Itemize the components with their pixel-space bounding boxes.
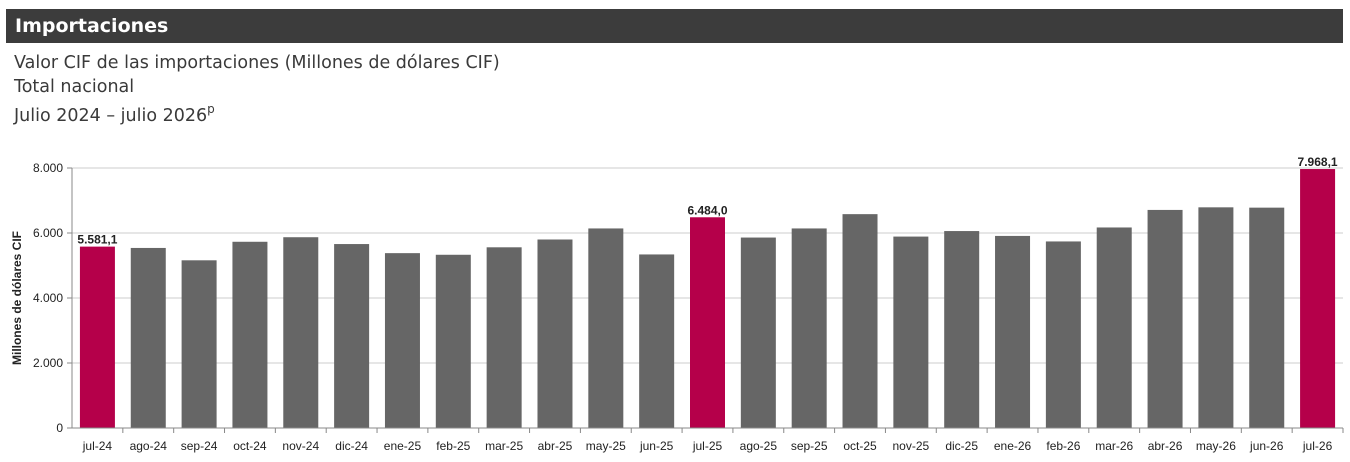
x-tick-label: dic-25 bbox=[945, 439, 978, 453]
bar bbox=[995, 235, 1031, 428]
preliminary-mark: p bbox=[207, 102, 215, 116]
x-tick-label: jun-26 bbox=[1249, 439, 1284, 453]
bar bbox=[1249, 207, 1285, 428]
bar bbox=[944, 231, 980, 428]
chart-period-text: Julio 2024 – julio 2026 bbox=[14, 105, 208, 126]
x-tick-label: nov-24 bbox=[282, 439, 319, 453]
x-tick-label: oct-24 bbox=[233, 439, 267, 453]
x-tick-label: sep-24 bbox=[181, 439, 218, 453]
x-tick-label: may-26 bbox=[1196, 439, 1236, 453]
y-tick-label: 0 bbox=[56, 421, 63, 435]
bar bbox=[384, 253, 420, 428]
bar bbox=[435, 254, 471, 428]
x-tick-label: mar-26 bbox=[1095, 439, 1133, 453]
bar bbox=[181, 260, 217, 428]
data-label: 5.581,1 bbox=[77, 233, 117, 247]
bar bbox=[130, 247, 166, 428]
y-tick-label: 4.000 bbox=[33, 291, 63, 305]
section-title: Importaciones bbox=[15, 15, 169, 37]
bar bbox=[588, 228, 624, 428]
bar bbox=[334, 244, 370, 428]
x-tick-label: oct-25 bbox=[843, 439, 877, 453]
bar bbox=[283, 237, 319, 428]
chart-period: Julio 2024 – julio 2026p bbox=[14, 102, 215, 126]
bar bbox=[486, 247, 522, 428]
bar bbox=[232, 241, 268, 428]
x-tick-label: abr-25 bbox=[538, 439, 573, 453]
x-tick-label: ene-26 bbox=[994, 439, 1032, 453]
bar bbox=[1096, 227, 1132, 428]
bar bbox=[1045, 241, 1081, 428]
x-tick-label: ago-24 bbox=[130, 439, 168, 453]
bar bbox=[740, 237, 776, 428]
data-label: 6.484,0 bbox=[687, 203, 727, 217]
y-tick-label: 8.000 bbox=[33, 161, 63, 175]
y-axis-title: Millones de dólares CIF bbox=[10, 231, 24, 365]
x-tick-label: jul-26 bbox=[1302, 439, 1333, 453]
x-tick-label: jul-25 bbox=[692, 439, 723, 453]
y-tick-label: 6.000 bbox=[33, 226, 63, 240]
x-tick-label: feb-25 bbox=[436, 439, 470, 453]
x-tick-label: ago-25 bbox=[740, 439, 778, 453]
bar bbox=[1147, 209, 1183, 428]
x-tick-label: dic-24 bbox=[335, 439, 368, 453]
x-tick-label: jun-25 bbox=[639, 439, 674, 453]
highlighted-bar bbox=[690, 217, 725, 428]
x-tick-label: nov-25 bbox=[893, 439, 930, 453]
chart-title: Valor CIF de las importaciones (Millones… bbox=[14, 53, 500, 73]
y-tick-label: 2.000 bbox=[33, 356, 63, 370]
x-tick-label: may-25 bbox=[586, 439, 626, 453]
x-tick-label: mar-25 bbox=[485, 439, 523, 453]
bar bbox=[893, 236, 929, 428]
bar bbox=[791, 228, 827, 428]
x-tick-label: ene-25 bbox=[384, 439, 422, 453]
data-label: 7.968,1 bbox=[1298, 155, 1338, 169]
x-tick-label: feb-26 bbox=[1046, 439, 1080, 453]
bar bbox=[537, 239, 573, 428]
bar bbox=[1198, 207, 1234, 428]
x-tick-label: sep-25 bbox=[791, 439, 828, 453]
chart-subtitle: Total nacional bbox=[14, 77, 135, 97]
bar bbox=[639, 254, 675, 428]
x-tick-label: jul-24 bbox=[82, 439, 113, 453]
bar bbox=[842, 214, 878, 428]
highlighted-bar bbox=[79, 246, 115, 428]
x-tick-label: abr-26 bbox=[1148, 439, 1183, 453]
highlighted-bar bbox=[1300, 169, 1336, 428]
section-header: Importaciones bbox=[6, 9, 1343, 43]
